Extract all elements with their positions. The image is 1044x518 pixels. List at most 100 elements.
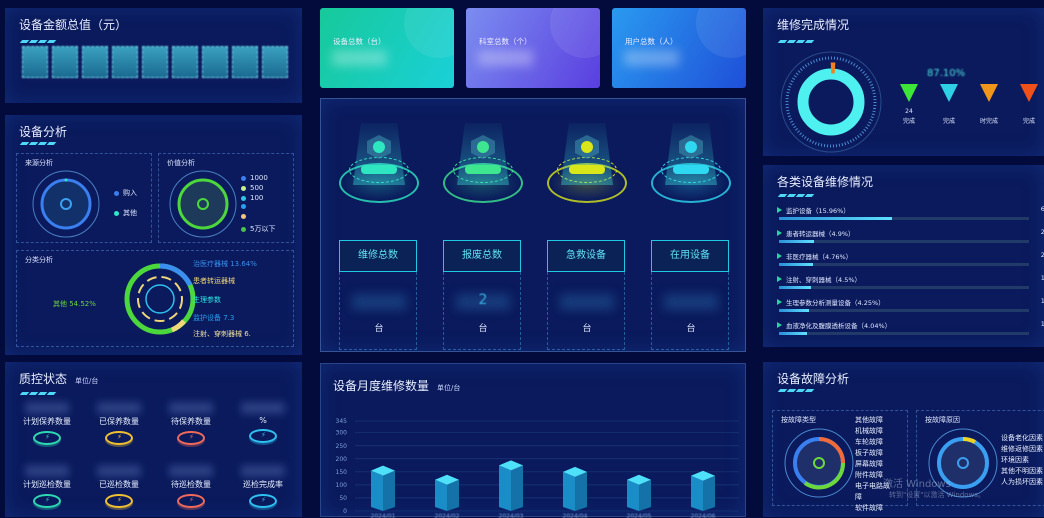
bar[interactable]	[435, 479, 447, 511]
stat-label-button[interactable]: 维修总数	[339, 240, 417, 272]
category-label: 治医疗器械 13.64%	[193, 260, 257, 268]
legend-item: 软件故障	[855, 504, 883, 512]
legend-item: 1000	[241, 174, 268, 182]
legend-item: 环境因素	[1001, 456, 1029, 464]
legend-item: 人为损坏因素	[1001, 478, 1043, 486]
repair-type-row[interactable]: 血液净化及腹膜透析设备（4.04%） 17	[777, 320, 1044, 344]
stat-label-button[interactable]: 急救设备	[547, 240, 625, 272]
bar[interactable]	[371, 470, 383, 511]
title-decoration	[19, 142, 57, 145]
bar[interactable]	[627, 479, 639, 511]
panel-title: 设备月度维修数量 单位/台	[333, 379, 461, 393]
bolt-icon: ⚡	[33, 431, 61, 445]
play-icon	[777, 299, 782, 305]
monthly-bar-chart: 0 50 100 150 200 250 300 345 2024/01 2024/02 2024/…	[336, 418, 739, 518]
fault-type-analysis: 按故障类型 其他故障 机械故障 车轮故障 板子故障 屏幕故障 附件故障 电子电路故障 软件故障	[772, 410, 908, 512]
stat-value	[456, 294, 510, 310]
digit-box	[172, 46, 198, 78]
panel-title: 质控状态 单位/台	[19, 372, 99, 386]
fault-panel: 设备故障分析 按故障类型 其他故障 机械故障 车轮故障 板子故障 屏幕故障 附件故障 电子电…	[763, 362, 1044, 517]
legend-item	[241, 214, 250, 219]
stat-label-button[interactable]: 在用设备	[651, 240, 729, 272]
legend-item: 100	[241, 194, 263, 202]
play-icon	[777, 322, 782, 328]
quality-value	[25, 402, 69, 414]
panel-title: 设备分析	[19, 125, 68, 139]
completion-item: 时完成	[971, 84, 1007, 125]
arrow-down-icon	[940, 84, 958, 102]
repair-type-row[interactable]: 监护设备（15.96%） 69	[777, 205, 1044, 229]
bar-side	[703, 475, 715, 511]
progress-fill	[779, 286, 811, 289]
bolt-icon: ⚡	[177, 431, 205, 445]
card-value	[624, 50, 679, 66]
subpanel-title: 按故障原因	[925, 416, 960, 424]
source-ring-chart	[32, 170, 100, 238]
bar[interactable]	[691, 475, 703, 511]
y-tick-label: 345	[336, 418, 348, 425]
quality-label: 待巡检数量	[171, 480, 211, 489]
legend-item: 5万以下	[241, 224, 275, 234]
legend-item: 板子故障	[855, 449, 883, 457]
repair-type-row[interactable]: 生理参数分析测量设备（4.25%） 18	[777, 297, 1044, 321]
arrow-down-icon	[1020, 84, 1038, 102]
y-tick-label: 150	[336, 469, 348, 476]
summary-card[interactable]: 科室总数（个）	[466, 8, 600, 88]
bar[interactable]	[499, 465, 511, 511]
summary-card[interactable]: 用户总数（人）	[612, 8, 746, 88]
subpanel-title: 按故障类型	[781, 416, 816, 424]
stat-value	[352, 294, 406, 310]
y-tick-label: 100	[336, 482, 348, 489]
arrow-down-icon	[980, 84, 998, 102]
progress-fill	[779, 309, 809, 312]
quality-item: 巡检完成率 ⚡	[229, 465, 297, 508]
category-label: 患者转运器械	[193, 277, 235, 285]
category-ring-chart	[124, 263, 196, 335]
digit-box	[22, 46, 48, 78]
digit-box	[202, 46, 228, 78]
stat-unit: 台	[478, 324, 488, 334]
title-decoration	[19, 392, 57, 395]
stat-label-button[interactable]: 报废总数	[443, 240, 521, 272]
completion-item: 完成	[931, 84, 967, 125]
legend-item: 维修返修因素	[1001, 445, 1043, 453]
legend-item	[241, 204, 250, 209]
legend-item: 车轮故障	[855, 438, 883, 446]
fault-type-chart	[784, 428, 854, 498]
repair-type-row[interactable]: 注射、穿刺器械（4.5%） 19	[777, 274, 1044, 298]
quality-item: 计划保养数量 ⚡	[13, 402, 81, 445]
category-label: 其他 54.52%	[53, 300, 96, 308]
x-tick-label: 2024/04	[563, 513, 588, 518]
legend-item: 电子电路故障	[855, 482, 890, 501]
card-value	[478, 50, 533, 66]
y-tick-label: 50	[339, 495, 347, 502]
source-analysis: 来源分析 购入 其他	[16, 153, 152, 243]
fault-type-legend: 其他故障 机械故障 车轮故障 板子故障 屏幕故障 附件故障 电子电路故障 软件故障	[855, 415, 895, 514]
repair-type-row[interactable]: 患者转运器械（4.9%） 21	[777, 228, 1044, 252]
repair-done-percent: 87.10%	[927, 68, 966, 79]
value-analysis: 价值分析 1000 500 100 5万以下	[158, 153, 294, 243]
completion-item: 完成	[1011, 84, 1044, 125]
repair-type-row[interactable]: 非医疗器械（4.76%） 20	[777, 251, 1044, 275]
quality-label: 计划巡检数量	[23, 480, 71, 489]
quality-label: 计划保养数量	[23, 417, 71, 426]
completion-item: 24 完成	[891, 84, 927, 125]
quality-label: %	[259, 416, 267, 425]
digit-box	[142, 46, 168, 78]
asset-total-panel: 设备金额总值（元）	[5, 8, 302, 103]
play-icon	[777, 253, 782, 259]
fault-cause-chart	[928, 428, 998, 498]
bar[interactable]	[563, 471, 575, 511]
repair-count: 21	[1040, 228, 1044, 236]
progress-fill	[779, 217, 892, 220]
y-tick-label: 250	[336, 443, 348, 450]
summary-card[interactable]: 设备总数（台）	[320, 8, 454, 88]
fault-cause-analysis: 按故障原因 设备老化因素 维修返修因素 环境因素 其他不明因素 人为损坏因素	[916, 410, 1044, 506]
legend-item: 购入	[114, 188, 137, 198]
subpanel-title: 来源分析	[25, 159, 53, 167]
category-label: 生理参数	[193, 296, 221, 304]
digit-box	[52, 46, 78, 78]
panel-title: 设备故障分析	[777, 372, 850, 386]
digit-box	[82, 46, 108, 78]
